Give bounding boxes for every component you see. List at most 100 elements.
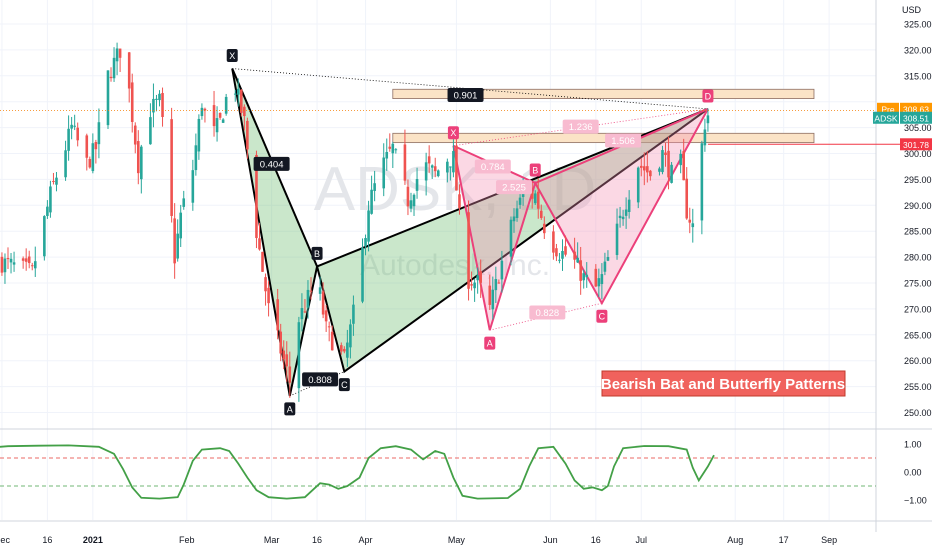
butterfly-point-x-text: X xyxy=(450,128,456,138)
price-tick-label: 280.00 xyxy=(904,253,932,263)
candle-body xyxy=(533,193,537,204)
candle-body xyxy=(127,52,131,89)
title-banner-bg xyxy=(601,370,846,397)
osc-tick-label: −1.00 xyxy=(904,496,927,506)
time-tick-label: Jun xyxy=(543,535,558,545)
candle-body xyxy=(688,219,692,223)
candle-body xyxy=(600,274,604,285)
candle-body xyxy=(215,118,219,133)
candle-body xyxy=(140,146,143,180)
candle-body xyxy=(200,107,204,117)
price-tick-label: 250.00 xyxy=(904,408,932,418)
bat-point-c-text: C xyxy=(341,380,348,390)
adsk-tag-text: ADSK xyxy=(874,113,897,123)
time-tick-label: 17 xyxy=(779,535,789,545)
oscillator-line xyxy=(0,444,715,500)
candle-body xyxy=(706,115,710,124)
candle-body xyxy=(582,273,585,281)
bat-point-x-box xyxy=(226,49,238,63)
candle-body xyxy=(9,258,13,263)
time-tick-label: 16 xyxy=(42,535,52,545)
butterfly-ratio-box xyxy=(529,305,566,320)
candle-body xyxy=(409,200,413,209)
candle-body xyxy=(573,251,576,260)
candle-body xyxy=(361,247,364,302)
pre-price-text: 308.63 xyxy=(903,104,929,114)
candle-body xyxy=(427,156,431,164)
candle-body xyxy=(12,262,16,265)
last-price-text: 301.78 xyxy=(903,140,929,150)
osc-tick-label: 0.00 xyxy=(904,468,922,478)
candle-body xyxy=(543,223,546,234)
candle-body xyxy=(91,143,95,172)
candle-body xyxy=(491,289,495,310)
candle-body xyxy=(682,151,685,181)
candle-body xyxy=(152,98,155,113)
candle-body xyxy=(639,165,643,168)
candle-body xyxy=(643,166,646,171)
bat-point-c-box xyxy=(338,378,350,392)
candle-body xyxy=(349,324,352,348)
candle-body xyxy=(621,216,625,220)
candle-body xyxy=(321,291,325,315)
butterfly-ratio-text: 1.506 xyxy=(611,136,635,147)
candle-body xyxy=(218,112,222,118)
candle-body xyxy=(367,210,370,242)
candle-body xyxy=(330,331,334,351)
title-banner-text: Bearish Bat and Butterfly Patterns xyxy=(601,376,845,393)
candle-body xyxy=(27,256,31,264)
pre-tag-text: Pre xyxy=(881,104,895,114)
time-tick-label: Sep xyxy=(821,535,837,545)
time-tick-label: Apr xyxy=(359,535,373,545)
candle-body xyxy=(240,89,243,113)
candle-body xyxy=(446,161,449,173)
candle-body xyxy=(494,279,498,291)
candle-body xyxy=(6,258,10,260)
candle-body xyxy=(176,233,179,259)
candle-body xyxy=(382,157,386,189)
candle-body xyxy=(585,274,589,278)
candle-body xyxy=(455,145,458,191)
candle-body xyxy=(555,248,558,257)
butterfly-ratio-text: 2.525 xyxy=(502,183,526,194)
butterfly-triangle-bcd xyxy=(535,108,708,304)
candle-body xyxy=(412,194,416,207)
candle-body xyxy=(670,164,673,183)
candle-body xyxy=(149,117,152,145)
candle-body xyxy=(264,277,267,292)
osc-tick-label: 1.00 xyxy=(904,440,922,450)
price-tick-label: 290.00 xyxy=(904,201,932,211)
candle-body xyxy=(618,215,622,219)
candle-body xyxy=(685,178,689,219)
candle-body xyxy=(197,118,201,152)
candle-body xyxy=(370,189,373,214)
price-tick-label: 305.00 xyxy=(904,123,932,133)
candle-body xyxy=(236,88,240,95)
bat-ratio-box xyxy=(302,372,339,387)
candle-body xyxy=(297,322,301,389)
candle-body xyxy=(467,212,470,289)
candle-body xyxy=(73,125,76,127)
pattern-point-d-text: D xyxy=(705,91,712,101)
title-banner: Bearish Bat and Butterfly Patterns xyxy=(601,370,846,397)
price-tick-label: 265.00 xyxy=(904,330,932,340)
candle-body xyxy=(55,177,58,185)
candle-body xyxy=(558,259,561,261)
candle-body xyxy=(0,256,4,273)
butterfly-point-a-text: A xyxy=(487,339,493,349)
candle-body xyxy=(576,257,579,263)
candle-body xyxy=(130,82,134,122)
time-tick-label: May xyxy=(448,535,466,545)
bat-ratio-text: 0.404 xyxy=(260,159,284,170)
candle-body xyxy=(579,260,582,281)
candle-body xyxy=(436,170,440,177)
candle-body xyxy=(388,146,392,149)
candle-body xyxy=(430,165,434,168)
candle-body xyxy=(658,168,661,172)
candle-body xyxy=(470,284,473,286)
price-tick-label: 255.00 xyxy=(904,382,932,392)
candle-body xyxy=(282,350,286,360)
candle-body xyxy=(94,142,98,150)
